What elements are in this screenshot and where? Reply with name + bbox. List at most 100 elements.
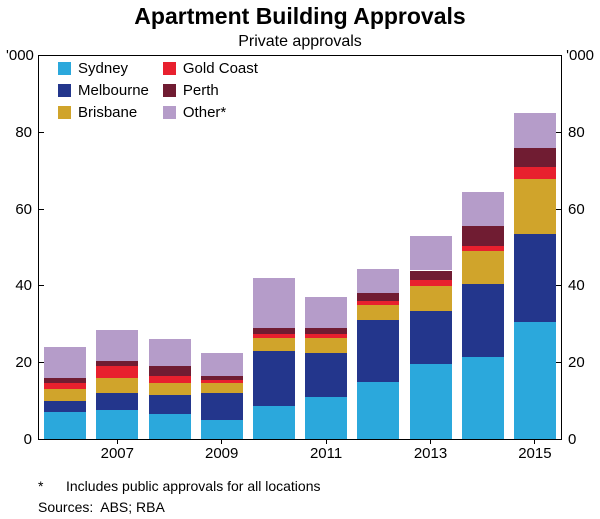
bar-segment-sydney-2008 bbox=[148, 414, 191, 439]
legend-swatch-icon bbox=[162, 84, 176, 97]
bar-segment-sydney-2012 bbox=[357, 381, 400, 439]
y-tick-label-left-40: 40 bbox=[15, 277, 32, 295]
legend-item-brisbane: Brisbane bbox=[58, 104, 149, 121]
bar-segment-brisbane-2010 bbox=[252, 337, 295, 351]
bar-segment-brisbane-2011 bbox=[305, 337, 348, 353]
x-tick-label-2013: 2013 bbox=[413, 445, 448, 462]
bar-segment-melbourne-2010 bbox=[252, 350, 295, 407]
x-tick-mark-2009 bbox=[221, 440, 223, 444]
y-tick-label-right-60: 60 bbox=[568, 200, 585, 218]
bar-segment-melbourne-2011 bbox=[305, 352, 348, 397]
legend-swatch-icon bbox=[58, 84, 71, 97]
tick-left-mark-20 bbox=[39, 361, 44, 363]
bar-segment-perth-2012 bbox=[357, 293, 400, 302]
bar-segment-other--2011 bbox=[305, 297, 348, 328]
bar-segment-perth-2009 bbox=[200, 375, 243, 380]
plot-area bbox=[38, 55, 562, 440]
bar-segment-brisbane-2009 bbox=[200, 383, 243, 394]
bar-segment-other--2014 bbox=[461, 191, 504, 227]
tick-right-mark-60 bbox=[555, 208, 561, 210]
x-tick-mark-2007 bbox=[116, 440, 118, 444]
bar-segment-perth-2006 bbox=[44, 377, 87, 384]
x-tick-mark-2015 bbox=[534, 440, 536, 444]
chart-subtitle: Private approvals bbox=[238, 33, 362, 50]
x-tick-mark-2011 bbox=[325, 440, 327, 444]
bar-segment-other--2009 bbox=[200, 352, 243, 376]
bar-segment-brisbane-2012 bbox=[357, 304, 400, 321]
bar-segment-gold-coast-2015 bbox=[513, 167, 556, 179]
legend-item-gold-coast: Gold Coast bbox=[162, 60, 258, 77]
bar-segment-brisbane-2014 bbox=[461, 251, 504, 284]
bar-segment-perth-2011 bbox=[305, 327, 348, 334]
bar-segment-other--2012 bbox=[357, 268, 400, 294]
bar-segment-other--2013 bbox=[409, 236, 452, 271]
bar-segment-gold-coast-2014 bbox=[461, 245, 504, 252]
chart-title: Apartment Building Approvals bbox=[134, 3, 466, 29]
legend-item-other-: Other* bbox=[162, 104, 258, 121]
legend-item-melbourne: Melbourne bbox=[58, 82, 149, 99]
y-tick-label-left-0: 0 bbox=[23, 430, 32, 448]
bar-segment-brisbane-2006 bbox=[44, 389, 87, 401]
bar-segment-sydney-2006 bbox=[44, 412, 87, 439]
y-tick-label-right-40: 40 bbox=[568, 277, 585, 295]
bar-segment-gold-coast-2013 bbox=[409, 280, 452, 286]
bar-segment-perth-2007 bbox=[96, 360, 139, 367]
legend-item-perth: Perth bbox=[162, 82, 258, 99]
bar-segment-brisbane-2007 bbox=[96, 377, 139, 394]
tick-right-mark-40 bbox=[555, 285, 561, 287]
bar-segment-perth-2014 bbox=[461, 226, 504, 246]
legend-swatch-icon bbox=[58, 106, 71, 119]
legend-label: Melbourne bbox=[78, 82, 149, 99]
footnote-marker: * bbox=[38, 478, 44, 494]
bar-segment-gold-coast-2009 bbox=[200, 379, 243, 384]
bar-segment-perth-2010 bbox=[252, 327, 295, 334]
bar-segment-sydney-2009 bbox=[200, 419, 243, 439]
legend-label: Brisbane bbox=[78, 104, 138, 121]
bar-segment-brisbane-2008 bbox=[148, 383, 191, 395]
legend-item-sydney: Sydney bbox=[58, 60, 149, 77]
tick-left-mark-80 bbox=[39, 132, 44, 134]
bar-segment-brisbane-2013 bbox=[409, 285, 452, 311]
legend: Sydney Melbourne Brisbane Gold Coast Perth Ot… bbox=[58, 60, 258, 121]
bar-segment-other--2007 bbox=[96, 329, 139, 361]
legend-swatch-icon bbox=[162, 62, 176, 75]
bar-segment-gold-coast-2007 bbox=[96, 366, 139, 378]
tick-right-mark-20 bbox=[555, 361, 561, 363]
y-axis-unit-left: '000 bbox=[6, 47, 34, 64]
bar-segment-gold-coast-2012 bbox=[357, 301, 400, 305]
y-tick-label-right-20: 20 bbox=[568, 353, 585, 371]
tick-right-mark-80 bbox=[555, 132, 561, 134]
bar-segment-other--2010 bbox=[252, 278, 295, 328]
bar-segment-perth-2008 bbox=[148, 366, 191, 376]
legend-swatch-icon bbox=[58, 62, 71, 75]
bar-segment-melbourne-2013 bbox=[409, 310, 452, 365]
bar-segment-other--2008 bbox=[148, 339, 191, 367]
bar-segment-other--2015 bbox=[513, 113, 556, 148]
bar-segment-gold-coast-2006 bbox=[44, 383, 87, 390]
bar-segment-perth-2013 bbox=[409, 270, 452, 281]
y-tick-label-left-60: 60 bbox=[15, 200, 32, 218]
y-tick-label-left-80: 80 bbox=[15, 124, 32, 142]
y-tick-label-right-0: 0 bbox=[568, 430, 577, 448]
bar-segment-sydney-2014 bbox=[461, 356, 504, 439]
legend-label: Sydney bbox=[78, 60, 129, 77]
bar-segment-other--2006 bbox=[44, 347, 87, 378]
y-tick-label-right-80: 80 bbox=[568, 124, 585, 142]
bar-segment-sydney-2011 bbox=[305, 396, 348, 439]
bar-segment-gold-coast-2008 bbox=[148, 375, 191, 384]
x-tick-label-2015: 2015 bbox=[518, 445, 552, 462]
bar-segment-gold-coast-2010 bbox=[252, 333, 295, 338]
bar-segment-sydney-2013 bbox=[409, 364, 452, 439]
tick-left-mark-60 bbox=[39, 208, 44, 210]
x-tick-mark-2013 bbox=[430, 440, 431, 444]
bar-segment-melbourne-2008 bbox=[148, 394, 191, 415]
x-tick-label-2009: 2009 bbox=[205, 445, 239, 462]
bar-segment-melbourne-2007 bbox=[96, 393, 139, 411]
bar-segment-gold-coast-2011 bbox=[305, 333, 348, 338]
legend-label: Perth bbox=[182, 82, 219, 99]
bar-segment-sydney-2015 bbox=[513, 322, 556, 439]
bar-segment-perth-2015 bbox=[513, 147, 556, 168]
bar-segment-sydney-2010 bbox=[252, 406, 295, 439]
bar-segment-melbourne-2009 bbox=[200, 393, 243, 420]
